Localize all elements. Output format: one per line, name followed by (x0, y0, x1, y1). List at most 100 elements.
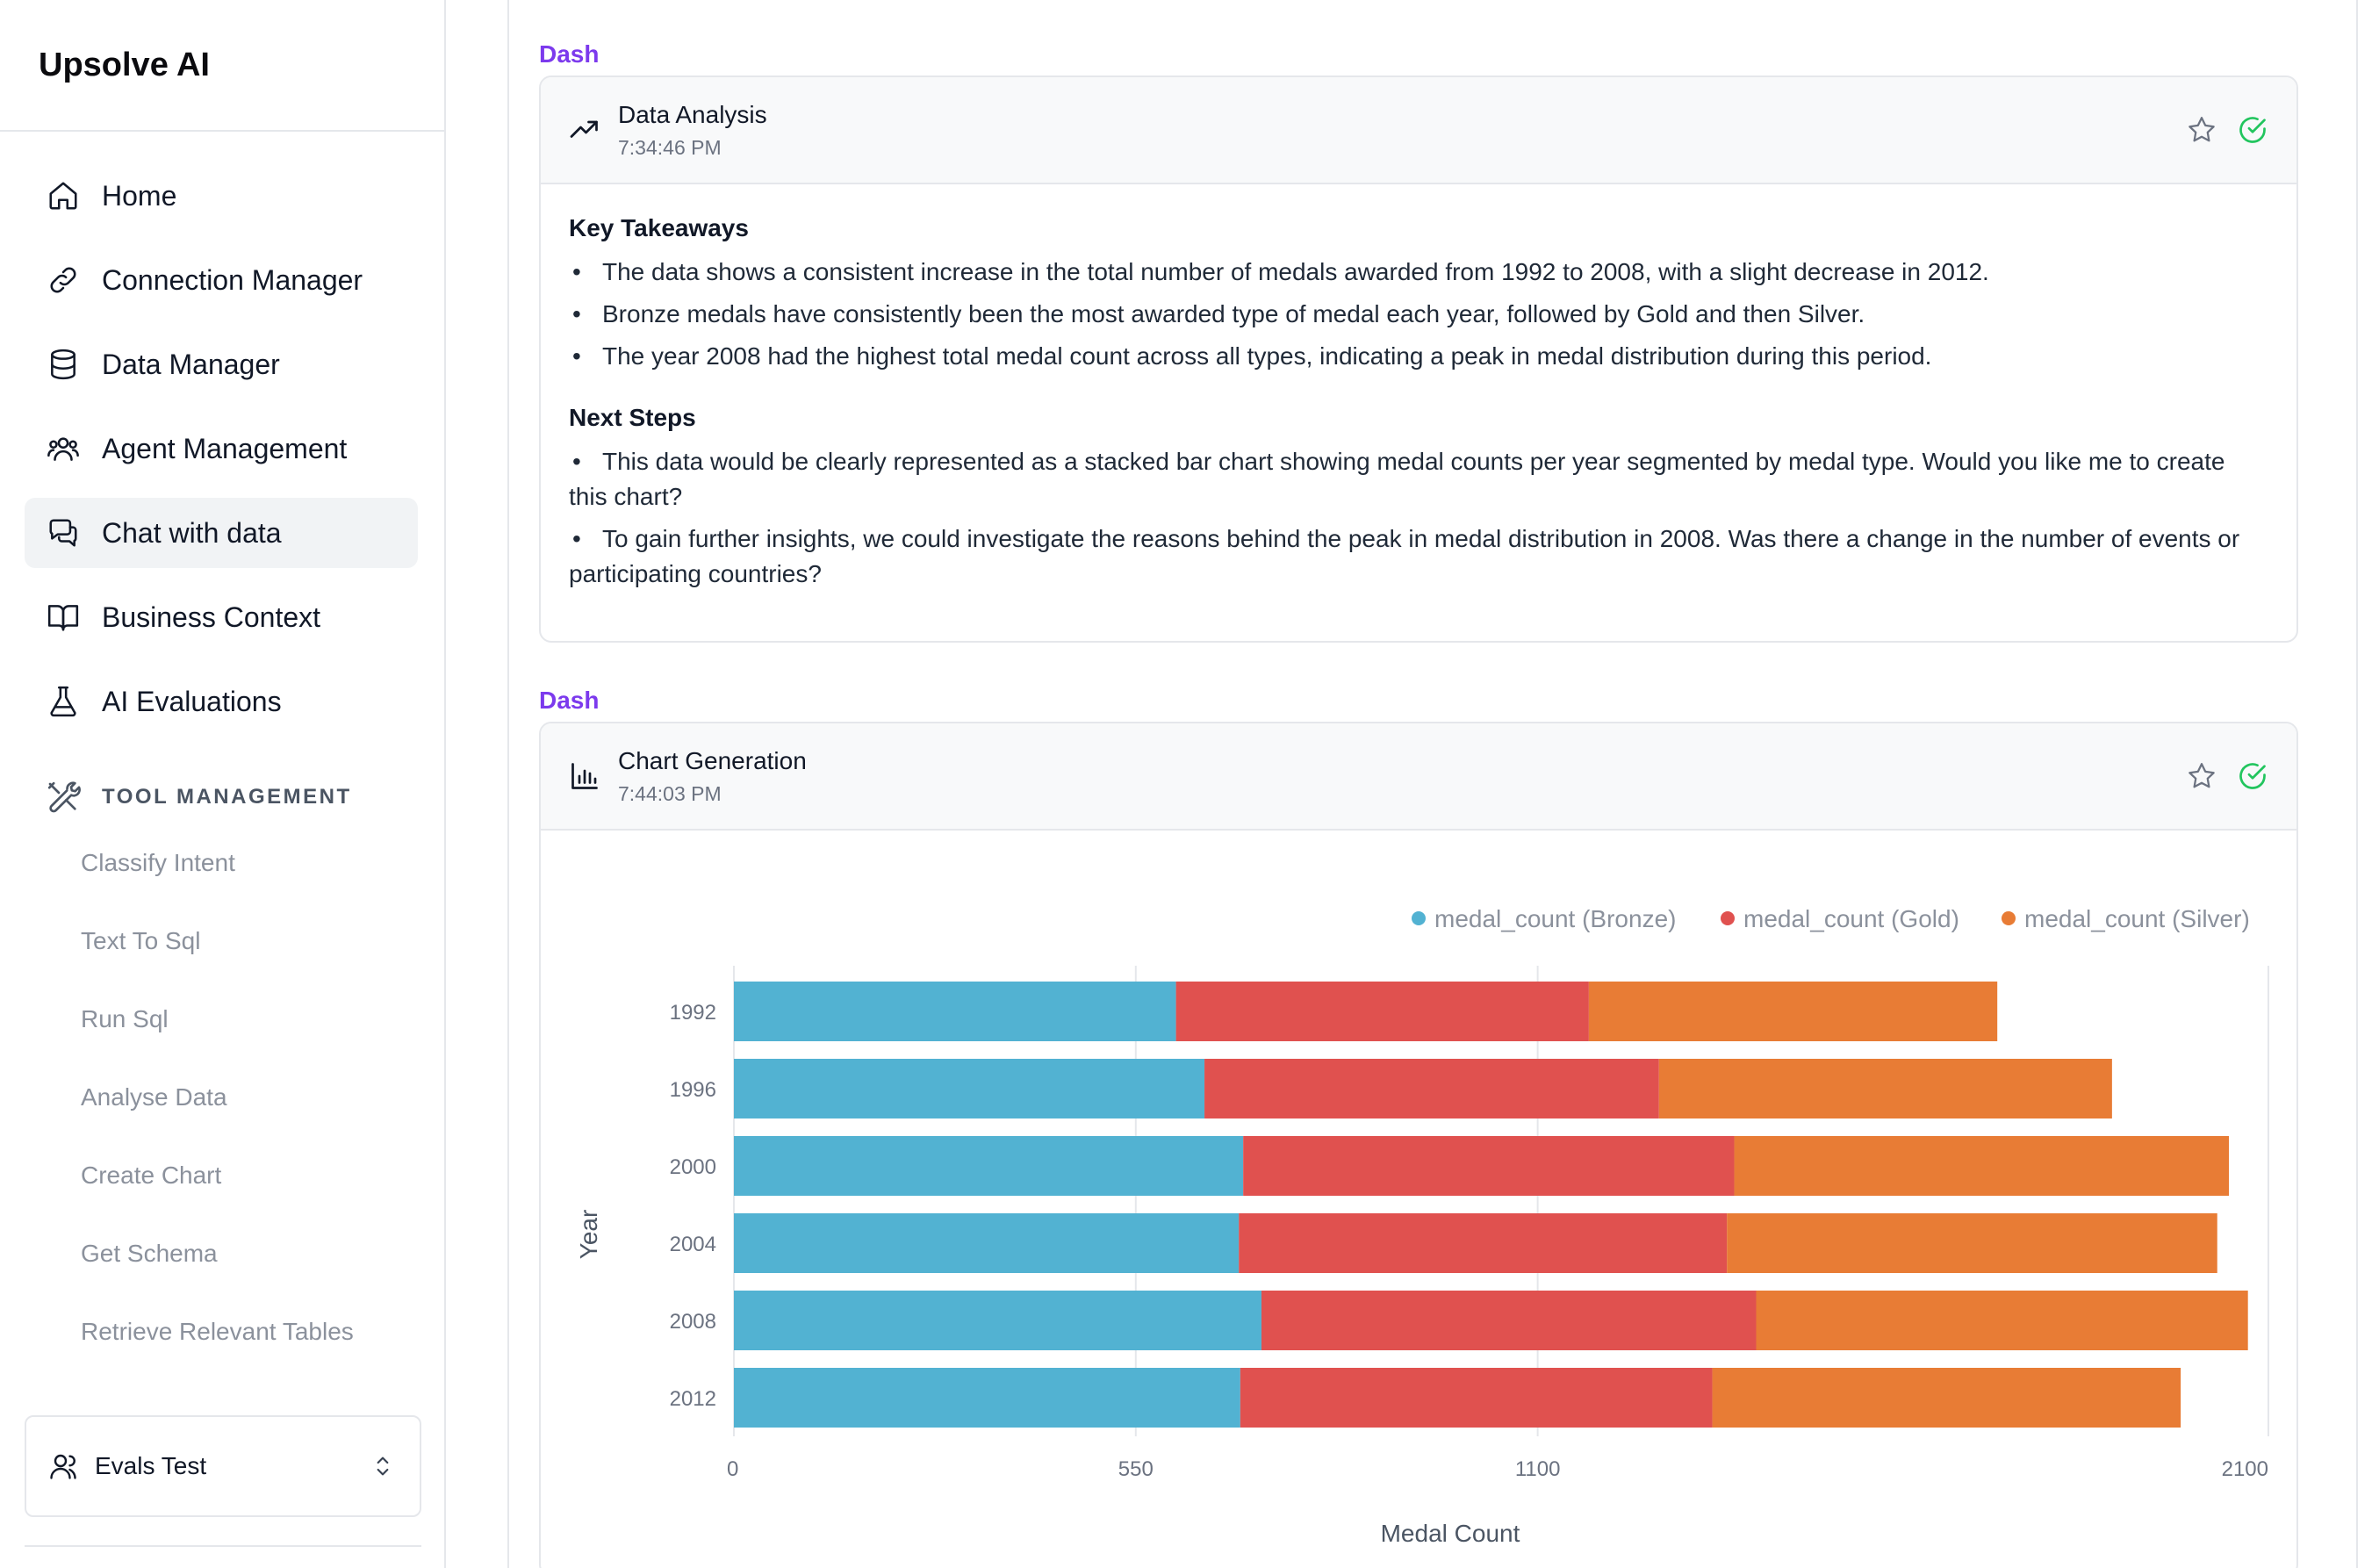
bar-segment (1588, 982, 1998, 1041)
sidebar-nav: Home Connection Manager Data Manager Age… (25, 161, 418, 751)
legend-label: medal_count (Silver) (2024, 905, 2250, 932)
chart-message-card: Chart Generation 7:44:03 PM 1992 1996 2000… (539, 722, 2298, 1568)
message-author: Dash (539, 687, 600, 714)
sidebar-subitem-get-schema[interactable]: Get Schema (81, 1240, 218, 1267)
key-takeaways-heading: Key Takeaways (569, 214, 749, 241)
sidebar-subitem-text-to-sql[interactable]: Text To Sql (81, 927, 201, 954)
home-icon (46, 178, 81, 213)
flask-icon (46, 684, 81, 719)
chevron-up-down-icon (377, 1457, 389, 1476)
brand-logo[interactable]: Upsolve AI (0, 0, 444, 132)
user-name: Evals Test (95, 1452, 207, 1479)
y-tick-label: 2012 (670, 1387, 716, 1411)
list-item: • The year 2008 had the highest total med… (572, 342, 1932, 370)
book-icon (46, 600, 81, 635)
check-circle-icon[interactable] (2237, 114, 2268, 146)
message-title: Data Analysis (618, 100, 767, 128)
sidebar-item-label: Agent Management (102, 432, 348, 464)
message-time: 7:44:03 PM (618, 781, 722, 805)
link-icon (46, 263, 81, 298)
bar-segment (734, 1059, 1205, 1118)
sidebar-item-chat-with-data[interactable]: Chat with data (25, 498, 418, 568)
y-tick-label: 2008 (670, 1310, 716, 1334)
tool-management-label: TOOL MANAGEMENT (102, 785, 352, 809)
next-steps-list: • This data would be clearly represented … (569, 444, 2268, 592)
sidebar-item-label: Chat with data (102, 516, 282, 549)
database-icon (46, 347, 81, 382)
message-body: Key Takeaways • The data shows a consiste… (541, 184, 2296, 625)
divider (25, 1545, 421, 1547)
bar-chart-icon (571, 763, 598, 789)
y-axis-title: Year (575, 1210, 602, 1260)
legend-marker (1412, 911, 1426, 925)
y-tick-label: 1992 (670, 1001, 716, 1025)
key-takeaways-list: • The data shows a consistent increase in… (569, 255, 2268, 374)
x-axis-title: Medal Count (1381, 1520, 1520, 1547)
check-circle-icon[interactable] (2237, 760, 2268, 792)
stacked-bar-chart: 1992 1996 2000 2004 2008 2012 0 550 1100 2100 Meda… (575, 905, 2269, 1547)
x-tick-label: 0 (727, 1457, 738, 1481)
bar-segment (1204, 1059, 1659, 1118)
bar-segment (734, 982, 1176, 1041)
legend-label: medal_count (Bronze) (1434, 905, 1676, 932)
message-header: Data Analysis 7:34:46 PM (541, 77, 2296, 184)
list-item: • Bronze medals have consistently been th… (572, 300, 1865, 327)
sidebar-item-label: Home (102, 179, 177, 212)
y-tick-label: 1996 (670, 1078, 716, 1102)
tool-management-header[interactable]: TOOL MANAGEMENT (46, 780, 352, 815)
sidebar-subitem-retrieve-relevant-tables[interactable]: Retrieve Relevant Tables (81, 1318, 354, 1345)
sidebar-subitem-analyse-data[interactable]: Analyse Data (81, 1083, 227, 1111)
sidebar-subitem-run-sql[interactable]: Run Sql (81, 1005, 169, 1032)
bar-segment (1658, 1059, 2112, 1118)
chat-panel (507, 0, 2358, 1568)
list-item: • The data shows a consistent increase in… (572, 258, 1989, 285)
message-header: Chart Generation 7:44:03 PM (541, 723, 2296, 831)
users-icon (46, 431, 81, 466)
user-switcher[interactable]: Evals Test (25, 1415, 421, 1517)
next-steps-heading: Next Steps (569, 404, 696, 431)
sidebar-item-label: AI Evaluations (102, 685, 282, 717)
sidebar-subitem-classify-intent[interactable]: Classify Intent (81, 849, 235, 876)
list-item: • This data would be clearly represented … (569, 448, 2225, 510)
bar-segment (734, 1213, 1240, 1273)
message-author: Dash (539, 40, 600, 68)
sidebar-item-ai-evaluations[interactable]: AI Evaluations (25, 666, 418, 737)
star-icon[interactable] (2186, 760, 2217, 792)
bar-segment (1261, 1291, 1757, 1350)
legend-marker (1721, 911, 1735, 925)
sidebar-item-label: Business Context (102, 601, 321, 633)
bar-segment (734, 1368, 1240, 1428)
sidebar-item-agent-management[interactable]: Agent Management (25, 414, 418, 484)
chart-container: 1992 1996 2000 2004 2008 2012 0 550 1100 2100 Meda… (541, 831, 2296, 1568)
bar-segment (734, 1291, 1261, 1350)
trending-up-icon (570, 120, 598, 138)
sidebar-item-connection-manager[interactable]: Connection Manager (25, 245, 418, 315)
sidebar: Upsolve AI Home Connection Manager Data … (0, 0, 446, 1568)
x-tick-label: 1100 (1515, 1457, 1561, 1481)
y-tick-label: 2004 (670, 1233, 716, 1256)
bar-segment (1175, 982, 1589, 1041)
x-tick-label: 550 (1118, 1457, 1154, 1481)
legend-marker (2002, 911, 2016, 925)
sidebar-item-label: Connection Manager (102, 263, 363, 296)
list-item: • To gain further insights, we could inve… (569, 525, 2240, 587)
bar-segment (1240, 1368, 1713, 1428)
user-icon (50, 1454, 76, 1479)
sidebar-item-data-manager[interactable]: Data Manager (25, 329, 418, 399)
star-icon[interactable] (2186, 114, 2217, 146)
analysis-message-card: Data Analysis 7:34:46 PM Key Takeaways •… (539, 76, 2298, 643)
sidebar-subitem-create-chart[interactable]: Create Chart (81, 1162, 222, 1189)
bar-segment (734, 1136, 1244, 1196)
bar-segment (1239, 1213, 1728, 1273)
bar-segment (1756, 1291, 2248, 1350)
legend-label: medal_count (Gold) (1743, 905, 1959, 932)
bar-segment (1734, 1136, 2230, 1196)
chat-icon (46, 515, 81, 550)
x-tick-label: 2100 (2222, 1457, 2268, 1481)
tools-icon (47, 781, 81, 813)
message-title: Chart Generation (618, 746, 807, 774)
sidebar-item-home[interactable]: Home (25, 161, 418, 231)
sidebar-item-business-context[interactable]: Business Context (25, 582, 418, 652)
bar-segment (1243, 1136, 1735, 1196)
message-time: 7:34:46 PM (618, 135, 722, 159)
